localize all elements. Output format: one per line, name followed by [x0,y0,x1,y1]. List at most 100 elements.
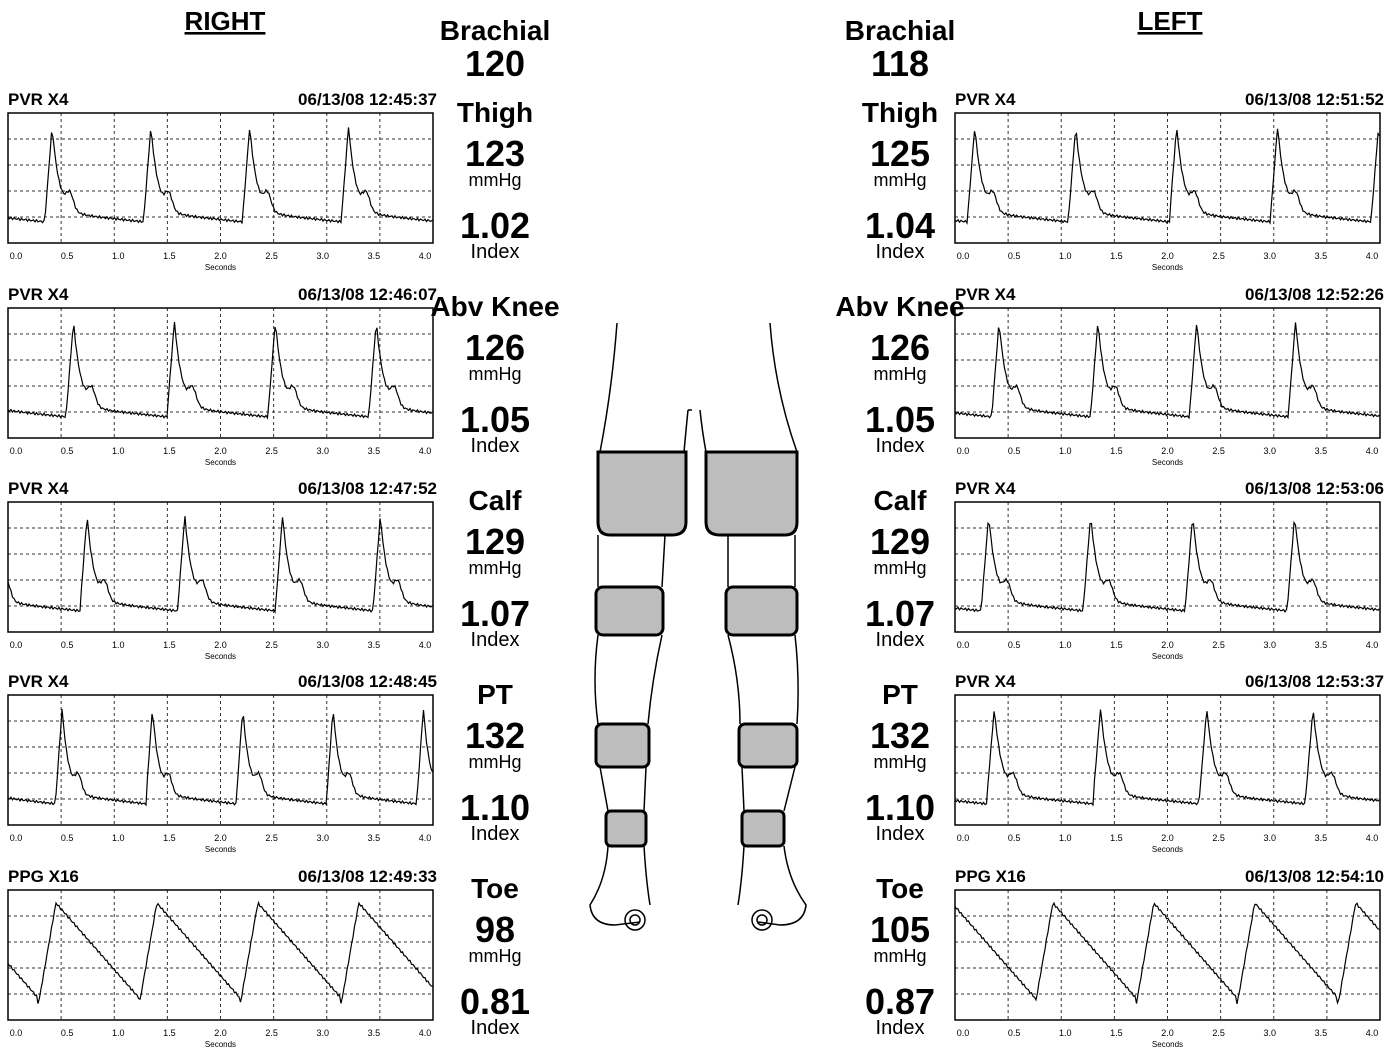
index-label: Index [471,823,520,845]
leg-outline [600,323,797,452]
x-tick-label: 0.5 [1008,446,1021,456]
pressure-value: 126 [465,327,525,368]
x-tick-label: 0.0 [10,1028,23,1038]
index-label: Index [876,435,925,457]
index-value: 1.05 [865,399,935,440]
x-tick-label: 3.0 [316,446,329,456]
pressure-unit: mmHg [874,364,927,384]
x-tick-label: 3.0 [316,640,329,650]
cuff [606,811,646,846]
x-tick-label: 1.0 [112,446,125,456]
waveform-timestamp: 06/13/08 12:47:52 [298,479,437,498]
x-axis-label: Seconds [1152,458,1183,467]
index-label: Index [471,435,520,457]
cuff [596,587,663,635]
waveform-panel: PVR X406/13/08 12:45:370.00.51.01.52.02.… [8,90,437,272]
x-tick-label: 2.5 [265,446,278,456]
index-label: Index [471,241,520,263]
x-axis-label: Seconds [205,1040,236,1049]
x-tick-label: 3.0 [316,833,329,843]
x-tick-label: 3.0 [316,251,329,261]
cuff [726,587,797,635]
site-label: Abv Knee [835,291,964,322]
waveform-panel: PVR X406/13/08 12:48:450.00.51.01.52.02.… [8,672,437,854]
waveform-timestamp: 06/13/08 12:46:07 [298,285,437,304]
x-tick-label: 1.0 [112,833,125,843]
waveform-mode: PVR X4 [955,90,1016,109]
pressure-unit: mmHg [469,364,522,384]
site-label: PT [477,679,513,710]
x-tick-label: 1.5 [1110,833,1123,843]
x-tick-label: 3.0 [1263,251,1276,261]
waveform-panel: PVR X406/13/08 12:47:520.00.51.01.52.02.… [8,479,437,661]
x-tick-label: 0.0 [10,446,23,456]
x-tick-label: 4.0 [1366,251,1379,261]
x-tick-label: 0.0 [957,251,970,261]
x-tick-label: 3.5 [368,640,381,650]
x-axis-label: Seconds [1152,1040,1183,1049]
x-tick-label: 3.5 [1315,1028,1328,1038]
x-tick-label: 2.0 [1161,1028,1174,1038]
pressure-value: 129 [870,521,930,562]
waveform-timestamp: 06/13/08 12:54:10 [1245,867,1384,886]
x-tick-label: 3.5 [1315,446,1328,456]
x-tick-label: 2.5 [265,833,278,843]
x-tick-label: 4.0 [419,251,432,261]
x-tick-label: 1.5 [1110,640,1123,650]
site-label: Calf [469,485,523,516]
x-tick-label: 3.5 [368,1028,381,1038]
cuff [742,811,784,846]
x-tick-label: 4.0 [1366,446,1379,456]
x-tick-label: 2.5 [1212,640,1225,650]
leg-outline [600,767,795,811]
x-tick-label: 2.0 [1161,833,1174,843]
x-tick-label: 2.5 [1212,833,1225,843]
x-tick-label: 1.0 [1059,640,1072,650]
x-tick-label: 2.5 [265,1028,278,1038]
site-label: Brachial [440,15,551,46]
pressure-value: 125 [870,133,930,174]
waveform-timestamp: 06/13/08 12:53:37 [1245,672,1384,691]
pressure-value: 126 [870,327,930,368]
pressure-value: 98 [475,909,515,950]
site-label: Abv Knee [430,291,559,322]
pressure-value: 118 [871,43,929,84]
x-tick-label: 0.5 [61,251,74,261]
x-tick-label: 3.0 [1263,1028,1276,1038]
pressure-value: 120 [465,43,525,84]
index-value: 1.10 [460,787,530,828]
x-axis-label: Seconds [205,263,236,272]
x-tick-label: 2.5 [1212,1028,1225,1038]
pressure-unit: mmHg [874,170,927,190]
legs-diagram [590,323,806,930]
index-value: 1.05 [460,399,530,440]
index-value: 0.87 [865,981,935,1022]
index-label: Index [471,1017,520,1039]
x-tick-label: 2.0 [214,640,227,650]
x-tick-label: 1.5 [163,640,176,650]
waveform-mode: PVR X4 [955,672,1016,691]
cuff [739,724,797,767]
x-axis-label: Seconds [205,458,236,467]
x-tick-label: 2.5 [1212,251,1225,261]
x-tick-label: 4.0 [419,640,432,650]
cuff [598,452,686,535]
waveform-mode: PVR X4 [8,479,69,498]
waveform-timestamp: 06/13/08 12:49:33 [298,867,437,886]
x-tick-label: 0.5 [1008,640,1021,650]
pressure-value: 132 [465,715,525,756]
x-tick-label: 2.5 [265,640,278,650]
x-tick-label: 2.0 [1161,251,1174,261]
waveform-timestamp: 06/13/08 12:53:06 [1245,479,1384,498]
x-tick-label: 4.0 [419,1028,432,1038]
x-axis-label: Seconds [1152,263,1183,272]
x-tick-label: 4.0 [1366,1028,1379,1038]
pressure-value: 129 [465,521,525,562]
pressure-unit: mmHg [874,558,927,578]
x-tick-label: 1.0 [112,251,125,261]
waveform-mode: PVR X4 [955,479,1016,498]
